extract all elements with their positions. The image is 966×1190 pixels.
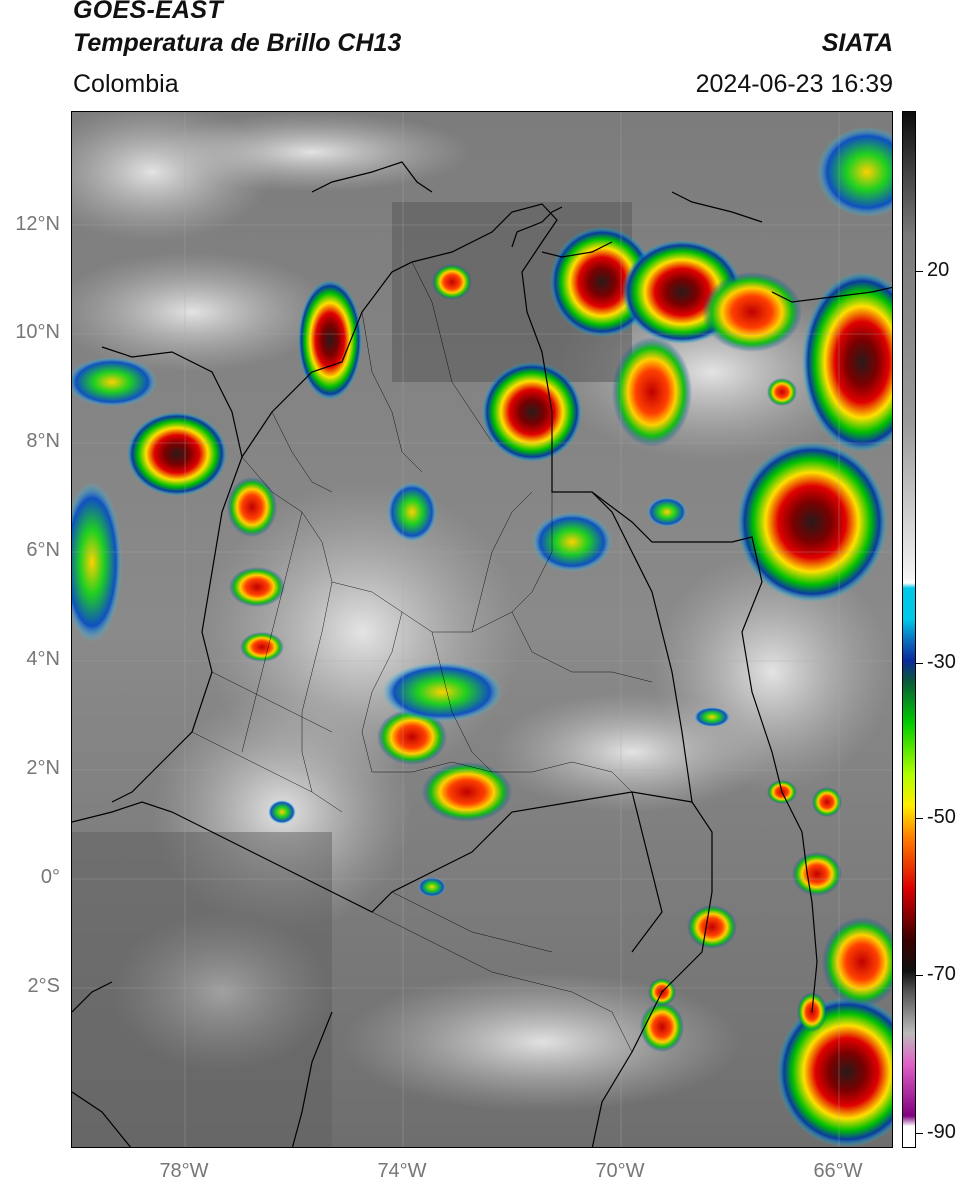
satellite-map[interactable] bbox=[71, 111, 893, 1148]
lon-label-70w: 70°W bbox=[595, 1160, 645, 1182]
datetime-label: 2024-06-23 16:39 bbox=[695, 70, 893, 98]
lat-label-2n: 2°N bbox=[26, 757, 60, 779]
satellite-title: GOES-EAST bbox=[73, 0, 223, 24]
colorbar-tick bbox=[916, 1133, 923, 1134]
lat-label-10n: 10°N bbox=[15, 321, 60, 343]
lat-label-6n: 6°N bbox=[26, 539, 60, 561]
temperature-colorbar bbox=[902, 111, 916, 1148]
colorbar-label-20: 20 bbox=[927, 259, 950, 281]
lat-label-4n: 4°N bbox=[26, 648, 60, 670]
map-image bbox=[72, 112, 892, 1147]
product-title: Temperatura de Brillo CH13 bbox=[73, 29, 402, 57]
colorbar-label-minus70: -70 bbox=[927, 963, 956, 985]
lon-label-74w: 74°W bbox=[377, 1160, 427, 1182]
department-borders bbox=[191, 261, 653, 1053]
graticule bbox=[72, 112, 892, 1147]
lat-label-8n: 8°N bbox=[26, 430, 60, 452]
colorbar-label-minus90: -90 bbox=[927, 1121, 956, 1143]
colorbar-tick bbox=[916, 271, 923, 272]
lon-label-66w: 66°W bbox=[813, 1160, 863, 1182]
region-label: Colombia bbox=[73, 70, 179, 98]
colorbar-label-minus30: -30 bbox=[927, 651, 956, 673]
lat-label-0: 0° bbox=[40, 866, 60, 888]
country-borders bbox=[72, 161, 892, 1147]
colorbar-tick bbox=[916, 975, 923, 976]
lon-label-78w: 78°W bbox=[159, 1160, 209, 1182]
lat-label-2s: 2°S bbox=[27, 975, 60, 997]
colorbar-tick bbox=[916, 818, 923, 819]
agency-label: SIATA bbox=[821, 29, 893, 57]
colorbar-tick bbox=[916, 663, 923, 664]
lat-label-12n: 12°N bbox=[15, 213, 60, 235]
storm-cells bbox=[72, 127, 892, 1147]
colorbar-label-minus50: -50 bbox=[927, 806, 956, 828]
